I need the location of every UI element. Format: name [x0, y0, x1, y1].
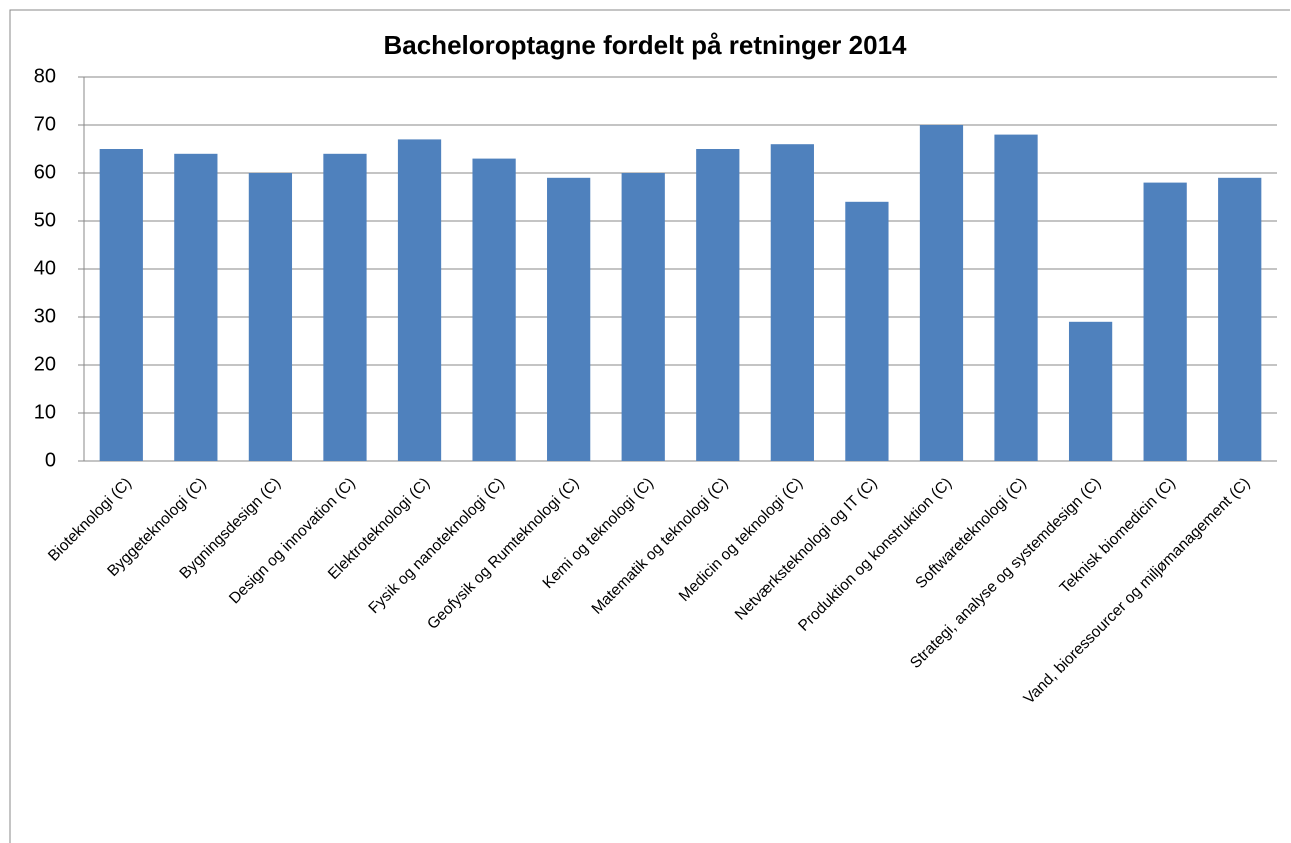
x-tick-label: Design og innovation (C) — [226, 475, 359, 608]
bar — [770, 144, 814, 461]
x-tick-label: Produktion og konstruktion (C) — [795, 475, 955, 635]
chart-title: Bacheloroptagne fordelt på retninger 201… — [383, 30, 907, 60]
bar — [472, 158, 516, 461]
y-tick-label: 40 — [34, 257, 56, 279]
bar — [323, 153, 367, 462]
x-tick-label: Fysik og nanoteknologi (C) — [365, 475, 507, 617]
x-tick-label: Medicin og teknologi (C) — [676, 475, 806, 605]
bar — [845, 201, 889, 462]
y-tick-label: 0 — [45, 449, 56, 471]
x-tick-label: Matematik og teknologi (C) — [589, 475, 732, 618]
y-tick-label: 30 — [34, 305, 56, 327]
chart-frame — [9, 9, 1290, 843]
bar — [397, 139, 442, 461]
bar — [919, 125, 964, 461]
x-tick-label: Geofysik og Rumteknologi (C) — [424, 475, 582, 633]
bar — [696, 149, 740, 461]
y-tick-label: 20 — [34, 353, 56, 375]
y-tick-label: 80 — [34, 65, 56, 87]
bar — [99, 149, 143, 461]
bar — [1068, 321, 1113, 461]
y-tick-label: 10 — [34, 401, 56, 423]
x-tick-label: Netværksteknologi og IT (C) — [732, 475, 881, 624]
y-tick-label: 70 — [34, 113, 56, 135]
bar — [1143, 182, 1187, 461]
bar — [174, 153, 218, 462]
y-tick-label: 60 — [34, 161, 56, 183]
bar — [994, 134, 1038, 461]
y-tick-label: 50 — [34, 209, 56, 231]
bar — [1218, 177, 1262, 462]
bar — [621, 173, 665, 461]
bar — [248, 173, 293, 461]
bar — [547, 177, 591, 462]
